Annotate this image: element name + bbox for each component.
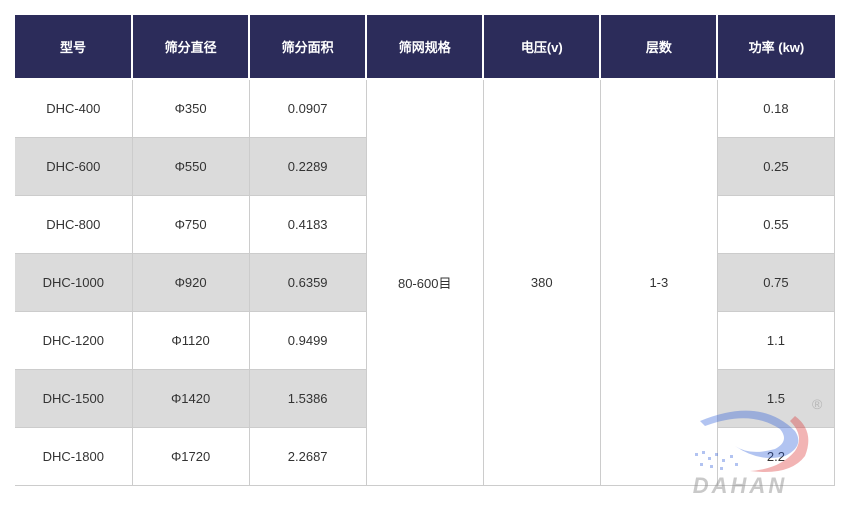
col-area: 筛分面积 (249, 15, 366, 79)
cell-voltage: 380 (483, 79, 600, 485)
col-layers: 层数 (600, 15, 717, 79)
cell-area: 0.6359 (249, 253, 366, 311)
cell-diameter: Φ920 (132, 253, 249, 311)
col-diameter: 筛分直径 (132, 15, 249, 79)
table-row: DHC-400 Φ350 0.0907 80-600目 380 1-3 0.18 (15, 79, 835, 137)
cell-diameter: Φ350 (132, 79, 249, 137)
col-mesh: 筛网规格 (366, 15, 483, 79)
cell-model: DHC-1800 (15, 427, 132, 485)
cell-power: 0.25 (717, 137, 834, 195)
cell-area: 0.4183 (249, 195, 366, 253)
cell-model: DHC-800 (15, 195, 132, 253)
cell-layers: 1-3 (600, 79, 717, 485)
cell-area: 0.2289 (249, 137, 366, 195)
cell-model: DHC-600 (15, 137, 132, 195)
col-model: 型号 (15, 15, 132, 79)
cell-power: 1.1 (717, 311, 834, 369)
cell-power: 2.2 (717, 427, 834, 485)
cell-model: DHC-400 (15, 79, 132, 137)
cell-area: 2.2687 (249, 427, 366, 485)
cell-power: 0.18 (717, 79, 834, 137)
cell-model: DHC-1500 (15, 369, 132, 427)
cell-power: 0.55 (717, 195, 834, 253)
cell-model: DHC-1000 (15, 253, 132, 311)
cell-model: DHC-1200 (15, 311, 132, 369)
header-row: 型号 筛分直径 筛分面积 筛网规格 电压(v) 层数 功率 (kw) (15, 15, 835, 79)
cell-diameter: Φ1120 (132, 311, 249, 369)
cell-area: 0.0907 (249, 79, 366, 137)
cell-diameter: Φ750 (132, 195, 249, 253)
col-voltage: 电压(v) (483, 15, 600, 79)
cell-area: 0.9499 (249, 311, 366, 369)
cell-area: 1.5386 (249, 369, 366, 427)
spec-table: 型号 筛分直径 筛分面积 筛网规格 电压(v) 层数 功率 (kw) DHC-4… (15, 15, 835, 486)
cell-diameter: Φ1420 (132, 369, 249, 427)
cell-diameter: Φ550 (132, 137, 249, 195)
cell-power: 1.5 (717, 369, 834, 427)
col-power: 功率 (kw) (717, 15, 834, 79)
cell-power: 0.75 (717, 253, 834, 311)
cell-mesh: 80-600目 (366, 79, 483, 485)
cell-diameter: Φ1720 (132, 427, 249, 485)
